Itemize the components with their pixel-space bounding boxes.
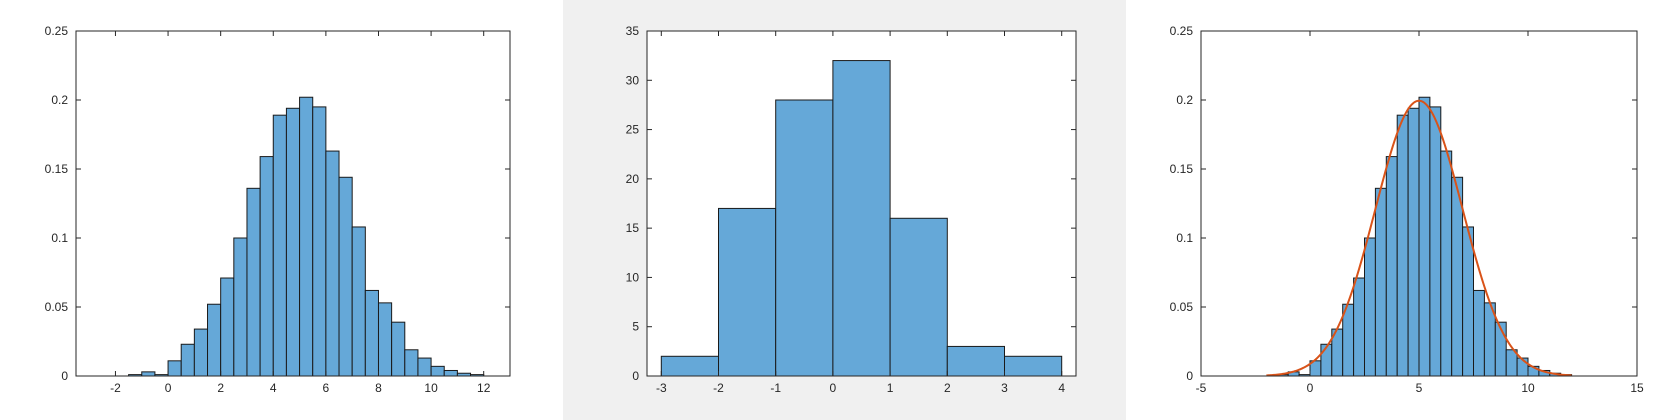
histogram-bar-18 (351, 226, 366, 377)
histogram-bar-18 (1462, 226, 1475, 377)
histogram-bar-6 (193, 328, 209, 377)
histogram-bar-15 (312, 106, 327, 377)
y-tick-label: 10 (626, 270, 640, 284)
y-tick-label: 0.25 (1170, 24, 1194, 38)
histogram-bar-5 (180, 343, 195, 377)
histogram-bar-5 (889, 217, 948, 377)
histogram-chart-1: -2 0 2 4 6 8 10 12 0 0.05 0.1 0.15 0.2 0.25 (45, 24, 511, 395)
x-tick-label: 8 (375, 381, 382, 395)
histogram-bar-8 (1353, 277, 1366, 377)
y-tick-label: 15 (626, 221, 640, 235)
histogram-bar-21 (391, 321, 406, 377)
histogram-panel-1: -2 0 2 4 6 8 10 12 0 0.05 0.1 0.15 0.2 0.25 (0, 0, 560, 420)
histogram-bar-6 (946, 345, 1005, 377)
histogram-bar-13 (285, 107, 301, 377)
axes-frame (646, 30, 1077, 377)
histogram-panel-3: -5 0 5 10 15 0 0.05 0.1 0.15 0.2 0.25 (1126, 0, 1680, 420)
histogram-bar-11 (259, 156, 274, 377)
x-tick-label: 0 (165, 381, 172, 395)
histogram-bar-4 (832, 60, 891, 377)
histogram-panel-2: -3 -2 -1 0 1 2 3 4 0 5 10 15 20 25 30 35 (563, 0, 1126, 420)
histogram-bar-3 (775, 99, 834, 377)
histogram-bar-1 (660, 355, 720, 377)
histogram-bar-14 (1418, 96, 1431, 377)
y-tick-label: 25 (626, 123, 640, 137)
histogram-bar-13 (1407, 107, 1420, 377)
y-tick-label: 20 (626, 172, 640, 186)
histogram-bar-20 (377, 302, 393, 377)
x-tick-label: 10 (424, 381, 438, 395)
histogram-bar-7 (207, 303, 222, 377)
y-tick-label: 5 (632, 320, 639, 334)
histogram-bar-24 (430, 365, 445, 377)
y-tick-label: 0.1 (51, 231, 68, 245)
x-tick-label: 0 (1307, 381, 1314, 395)
histogram-bar-5 (1320, 343, 1333, 377)
axes-frame (75, 30, 511, 377)
x-tick-label: -3 (656, 381, 667, 395)
histogram-bar-12 (272, 114, 287, 377)
histogram-bar-17 (338, 176, 353, 377)
histogram-bar-25 (443, 369, 458, 377)
histogram-bar-10 (246, 187, 261, 377)
y-tick-label: 0.1 (1176, 231, 1193, 245)
x-tick-label: 4 (270, 381, 277, 395)
histogram-bar-22 (404, 349, 419, 377)
y-tick-label: 0.2 (51, 93, 68, 107)
y-tick-label: 0 (632, 369, 639, 383)
histogram-bar-4 (167, 360, 182, 377)
histogram-bar-8 (220, 277, 235, 377)
x-tick-label: -1 (770, 381, 781, 395)
x-tick-label: -5 (1196, 381, 1207, 395)
x-tick-label: -2 (110, 381, 121, 395)
histogram-bar-11 (1385, 156, 1398, 377)
y-tick-label: 0.25 (45, 24, 69, 38)
y-tick-label: 35 (626, 24, 640, 38)
x-tick-label: 2 (217, 381, 224, 395)
y-tick-label: 30 (626, 73, 640, 87)
histogram-bar-16 (1440, 150, 1453, 377)
y-tick-label: 0 (1186, 369, 1193, 383)
x-tick-label: 12 (477, 381, 491, 395)
histogram-bar-12 (1396, 114, 1409, 377)
x-tick-label: 6 (323, 381, 330, 395)
histogram-bar-2 (718, 207, 777, 377)
x-tick-label: 2 (944, 381, 951, 395)
histogram-bar-7 (1004, 355, 1063, 377)
histogram-bar-14 (299, 96, 314, 377)
histogram-bar-17 (1451, 176, 1464, 377)
histogram-bar-23 (417, 357, 432, 377)
x-tick-label: -2 (713, 381, 724, 395)
y-tick-label: 0.2 (1176, 93, 1193, 107)
normal-fit-curve (1266, 99, 1572, 377)
x-tick-label: 5 (1416, 381, 1423, 395)
histogram-bar-9 (1364, 237, 1376, 377)
histogram-bar-19 (1473, 289, 1485, 377)
histogram-bar-16 (325, 150, 340, 377)
y-tick-label: 0.15 (45, 162, 69, 176)
y-tick-label: 0 (61, 369, 68, 383)
histogram-bar-15 (1429, 106, 1442, 377)
x-tick-label: 1 (887, 381, 894, 395)
y-tick-label: 0.05 (1170, 300, 1194, 314)
x-tick-label: 4 (1058, 381, 1065, 395)
x-tick-label: 15 (1630, 381, 1644, 395)
x-tick-label: 3 (1001, 381, 1008, 395)
histogram-bar-10 (1374, 187, 1387, 377)
histogram-bar-2 (141, 371, 156, 377)
y-tick-label: 0.15 (1170, 162, 1194, 176)
histogram-bar-9 (233, 237, 248, 377)
y-tick-label: 0.05 (45, 300, 69, 314)
x-tick-label: 10 (1521, 381, 1535, 395)
x-tick-label: 0 (830, 381, 837, 395)
histogram-bar-19 (364, 289, 379, 377)
histogram-chart-2: -3 -2 -1 0 1 2 3 4 0 5 10 15 20 25 30 35 (626, 24, 1077, 395)
